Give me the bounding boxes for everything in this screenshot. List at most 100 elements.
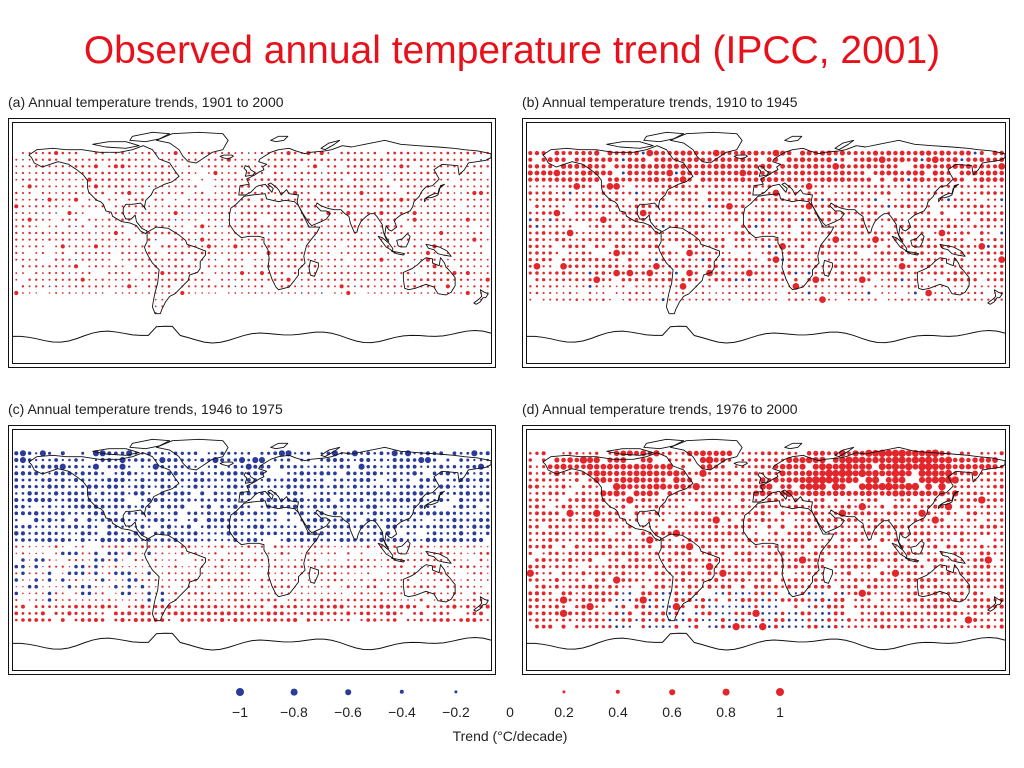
trend-dot <box>280 211 284 215</box>
trend-dot <box>452 491 456 495</box>
trend-dot <box>386 511 390 515</box>
trend-dot <box>406 578 410 582</box>
trend-dot <box>867 258 871 262</box>
trend-dot <box>279 464 284 469</box>
trend-dot <box>794 211 797 215</box>
trend-dot <box>880 258 884 262</box>
trend-dot <box>35 238 38 241</box>
trend-dot <box>234 158 237 161</box>
trend-dot <box>247 171 251 175</box>
trend-dot <box>614 177 620 183</box>
trend-dot <box>812 463 819 470</box>
trend-dot <box>293 604 297 609</box>
trend-dot <box>320 538 324 542</box>
trend-dot <box>740 164 746 169</box>
trend-dot <box>87 531 92 536</box>
trend-dot <box>293 178 297 181</box>
trend-dot <box>561 157 566 162</box>
trend-dot <box>14 498 19 503</box>
trend-dot <box>307 552 310 555</box>
trend-dot <box>320 158 324 162</box>
trend-dot <box>486 198 489 201</box>
trend-dot <box>728 271 731 275</box>
trend-dot <box>227 292 230 294</box>
trend-dot <box>346 191 350 195</box>
trend-dot <box>687 277 692 282</box>
coastline-africa <box>228 193 321 291</box>
trend-dot <box>446 231 449 235</box>
trend-dot <box>62 572 64 575</box>
trend-dot <box>633 470 640 477</box>
trend-dot <box>247 285 250 288</box>
trend-dot <box>767 198 771 201</box>
trend-dot <box>228 585 230 588</box>
trend-dot <box>41 285 44 288</box>
trend-dot <box>581 177 586 183</box>
trend-dots <box>14 450 490 623</box>
trend-dot <box>387 278 390 281</box>
trend-dot <box>35 278 38 281</box>
trend-dot <box>174 238 177 241</box>
trend-dot <box>201 572 204 575</box>
trend-dot <box>266 477 271 483</box>
trend-dot <box>399 471 403 475</box>
trend-dot <box>379 511 384 516</box>
trend-dot <box>626 450 633 457</box>
trend-dot <box>74 171 78 175</box>
trend-dot <box>694 251 698 255</box>
trend-dot <box>574 471 579 476</box>
trend-dot <box>48 151 51 155</box>
trend-dot <box>827 185 831 188</box>
trend-dot <box>60 244 65 249</box>
trend-dot <box>714 244 718 248</box>
trend-dot <box>393 205 396 208</box>
trend-dot <box>55 585 57 588</box>
coastline-indonesiaC <box>390 557 406 563</box>
trend-dot <box>979 457 985 463</box>
trend-dot <box>621 237 625 242</box>
trend-dot <box>446 191 450 195</box>
trend-dot <box>874 258 877 261</box>
trend-dot <box>94 498 98 502</box>
trend-dot <box>601 238 605 242</box>
trend-dot <box>473 572 476 575</box>
trend-dot <box>287 258 290 261</box>
trend-dot <box>200 611 204 616</box>
trend-dot <box>233 504 238 509</box>
trend-dot <box>661 451 665 455</box>
trend-dot <box>294 292 296 294</box>
trend-dot <box>613 457 620 463</box>
trend-dot <box>767 264 771 268</box>
trend-dot <box>121 292 124 294</box>
trend-dot <box>446 578 450 582</box>
trend-dot <box>667 184 672 189</box>
trend-dot <box>953 198 957 202</box>
trend-dot <box>613 463 620 470</box>
trend-dot <box>220 511 225 516</box>
trend-dot <box>48 238 51 241</box>
trend-dot <box>466 458 470 462</box>
trend-dot <box>333 478 337 482</box>
trend-dot <box>406 185 410 188</box>
trend-dot <box>966 271 970 275</box>
trend-dot <box>747 164 752 169</box>
trend-dot <box>187 171 191 175</box>
trend-dot <box>133 491 138 496</box>
trend-dot <box>940 291 944 295</box>
trend-dot <box>588 271 592 275</box>
trend-dot <box>413 205 416 208</box>
coastline-southAmerica <box>658 226 720 315</box>
trend-dot <box>485 518 490 522</box>
trend-dot <box>647 164 653 169</box>
trend-dot <box>114 205 117 208</box>
trend-dot <box>535 472 539 475</box>
trend-dot <box>314 258 316 261</box>
trend-dot <box>821 211 824 215</box>
trend-dot <box>814 185 817 188</box>
trend-dot <box>667 150 672 156</box>
trend-dot <box>393 605 396 608</box>
trend-dot <box>987 231 990 235</box>
trend-dot <box>708 292 711 294</box>
trend-dot <box>393 292 396 294</box>
trend-dot <box>794 198 798 202</box>
